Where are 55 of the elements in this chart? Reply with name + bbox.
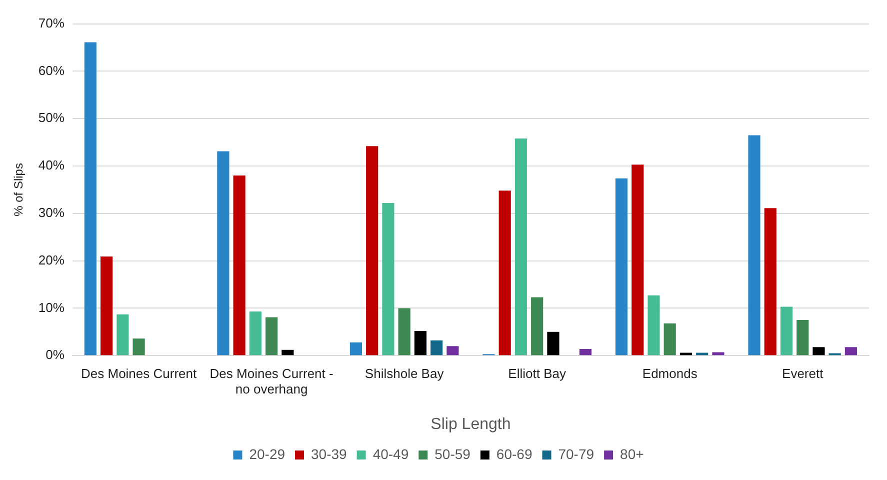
bar bbox=[84, 42, 96, 356]
bar bbox=[430, 340, 443, 356]
bar bbox=[132, 338, 145, 356]
bar bbox=[748, 135, 760, 356]
bar bbox=[579, 348, 592, 356]
legend-label: 60-69 bbox=[496, 446, 532, 462]
legend-label: 80+ bbox=[620, 446, 644, 462]
y-tick-label: 10% bbox=[38, 300, 65, 315]
bar bbox=[780, 306, 793, 356]
bar bbox=[414, 330, 426, 356]
bar bbox=[282, 350, 294, 356]
x-tick-label: Shilshole Bay bbox=[364, 366, 444, 381]
y-axis-title: % of Slips bbox=[12, 163, 26, 216]
bar bbox=[712, 352, 724, 356]
bar bbox=[366, 146, 378, 356]
legend-label: 50-59 bbox=[434, 446, 471, 462]
bar bbox=[217, 151, 230, 356]
x-tick-label: Des Moines Current bbox=[80, 366, 197, 381]
y-tick-label: 60% bbox=[38, 62, 65, 78]
bar bbox=[100, 256, 113, 356]
legend-label: 40-49 bbox=[372, 446, 409, 462]
bar bbox=[812, 347, 825, 356]
bar bbox=[764, 208, 776, 356]
bar bbox=[514, 138, 528, 356]
legend-label: 20-29 bbox=[249, 446, 286, 462]
bar bbox=[632, 164, 644, 356]
y-tick-label: 40% bbox=[38, 158, 65, 173]
x-tick-label: Everett bbox=[782, 366, 824, 381]
y-tick-label: 30% bbox=[38, 204, 65, 220]
bar bbox=[796, 320, 809, 356]
bar bbox=[664, 323, 676, 356]
legend-label: 70-79 bbox=[558, 446, 594, 462]
bar bbox=[446, 346, 459, 356]
y-tick-label: 0% bbox=[46, 347, 65, 362]
bar bbox=[648, 295, 660, 356]
bar bbox=[266, 317, 278, 356]
bar bbox=[531, 297, 544, 356]
bar bbox=[350, 342, 362, 356]
bar bbox=[547, 332, 560, 356]
bar bbox=[382, 202, 394, 356]
x-tick-label: Edmonds bbox=[642, 366, 698, 381]
x-axis-title: Slip Length bbox=[430, 416, 511, 433]
y-tick-label: 70% bbox=[38, 15, 65, 30]
x-tick-label: Des Moines Current - no overhang bbox=[210, 366, 334, 397]
bar bbox=[398, 308, 410, 356]
x-tick-label: Elliott Bay bbox=[508, 366, 566, 381]
y-tick-label: 20% bbox=[38, 252, 65, 268]
bar bbox=[844, 347, 858, 356]
bar bbox=[615, 178, 628, 356]
legend-label: 30-39 bbox=[311, 446, 348, 462]
bar bbox=[116, 314, 129, 356]
bar bbox=[498, 190, 511, 356]
y-tick-label: 50% bbox=[38, 110, 65, 126]
bar bbox=[233, 175, 246, 356]
bar bbox=[249, 312, 262, 356]
